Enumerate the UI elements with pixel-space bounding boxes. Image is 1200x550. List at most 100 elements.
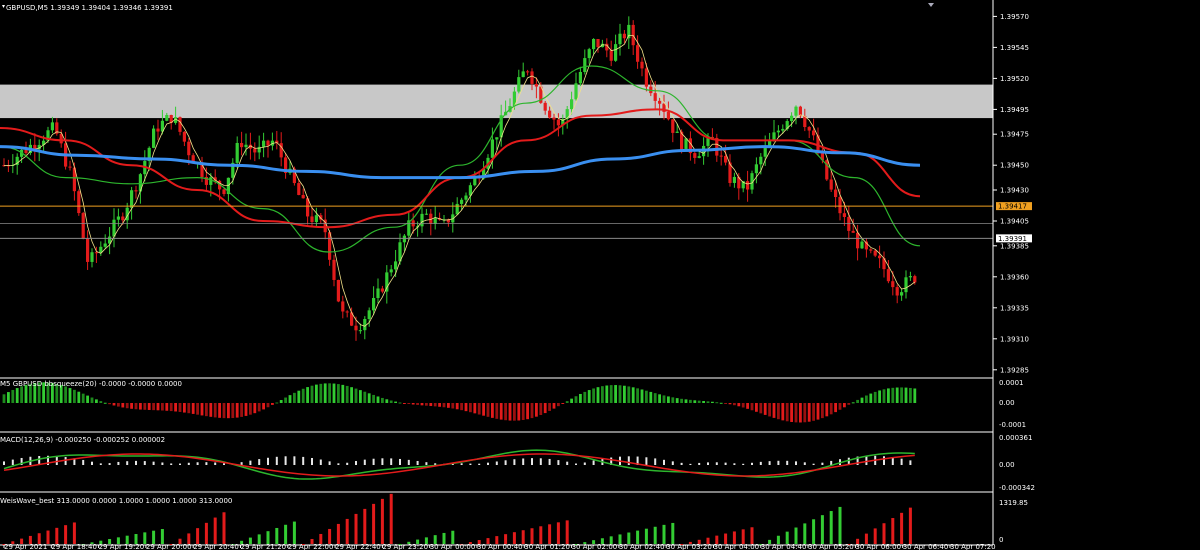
candle-body xyxy=(231,162,235,178)
shift-marker-icon[interactable] xyxy=(928,3,934,7)
squeeze-bar xyxy=(293,392,296,403)
macd-hist-bar xyxy=(645,457,648,465)
squeeze-bar xyxy=(618,385,622,403)
squeeze-bar xyxy=(152,403,155,411)
macd-hist-bar xyxy=(689,463,692,465)
candle-body xyxy=(341,301,345,312)
squeeze-bar xyxy=(363,391,367,403)
macd-panel[interactable] xyxy=(3,449,915,480)
candle-body xyxy=(398,242,402,262)
macd-hist-bar xyxy=(99,463,102,465)
squeeze-bar xyxy=(117,403,120,407)
macd-hist-bar xyxy=(715,462,718,465)
candle-body xyxy=(600,43,604,48)
chart-frame xyxy=(0,0,994,546)
weis-bar xyxy=(213,517,217,544)
macd-hist-bar xyxy=(284,456,287,465)
weis-bar xyxy=(724,533,728,544)
squeeze-bar xyxy=(904,387,908,403)
squeeze-bar xyxy=(526,403,529,420)
candle-body xyxy=(218,180,222,190)
time-tick-label: 29 Apr 19:20 xyxy=(99,543,145,550)
weis-bar xyxy=(55,527,59,544)
squeeze-bar xyxy=(746,403,749,409)
macd-hist-bar xyxy=(434,463,437,465)
squeeze-bar xyxy=(68,388,72,403)
time-tick-label: 29 Apr 18:40 xyxy=(51,543,97,550)
squeeze-panel[interactable] xyxy=(2,382,917,423)
weis-bar xyxy=(310,538,314,544)
weis-bar xyxy=(125,535,129,544)
time-tick-label: 30 Apr 03:20 xyxy=(666,543,712,550)
macd-hist-bar xyxy=(671,461,674,465)
candle-body xyxy=(746,181,750,190)
candle-body xyxy=(754,164,758,174)
candle-body xyxy=(561,118,565,126)
squeeze-bar xyxy=(895,387,899,403)
candle-body xyxy=(156,128,160,132)
squeeze-bar xyxy=(275,402,279,404)
squeeze-bar xyxy=(403,403,406,404)
candle-body xyxy=(803,116,807,128)
squeeze-bar xyxy=(605,385,609,403)
weis-bar xyxy=(380,498,384,544)
squeeze-bar xyxy=(825,403,829,417)
candle-body xyxy=(222,189,226,195)
squeeze-bar xyxy=(785,403,789,422)
collapse-icon[interactable] xyxy=(2,5,5,8)
weis-bar xyxy=(776,535,780,544)
weis-tick-label: 0 xyxy=(999,536,1003,544)
candle-body xyxy=(609,50,613,61)
macd-hist-bar xyxy=(196,462,199,465)
squeeze-bar xyxy=(499,403,503,420)
squeeze-bar xyxy=(653,393,657,403)
squeeze-bar xyxy=(609,385,613,403)
macd-hist-bar xyxy=(513,459,516,465)
squeeze-bar xyxy=(878,390,881,403)
candle-body xyxy=(284,157,288,173)
squeeze-bar xyxy=(42,382,45,403)
squeeze-bar xyxy=(733,403,736,406)
candle-body xyxy=(125,207,129,221)
candle-body xyxy=(644,68,648,87)
squeeze-bar xyxy=(486,403,490,417)
macd-hist-bar xyxy=(759,461,762,465)
macd-hist-bar xyxy=(733,463,736,465)
squeeze-bar xyxy=(719,402,723,404)
squeeze-bar xyxy=(865,395,868,403)
weis-bar xyxy=(539,526,543,544)
weis-panel[interactable] xyxy=(2,493,912,545)
candle-body xyxy=(46,130,50,141)
squeeze-bar xyxy=(301,388,305,403)
macd-hist-bar xyxy=(302,456,305,465)
squeeze-bar xyxy=(860,397,864,403)
macd-hist-bar xyxy=(531,458,533,465)
time-tick-label: 30 Apr 06:40 xyxy=(903,543,949,550)
weis-bar xyxy=(477,540,481,544)
macd-hist-bar xyxy=(847,457,850,465)
weis-bar xyxy=(20,538,24,544)
squeeze-bar xyxy=(350,387,353,403)
candle-body xyxy=(618,33,622,45)
candle-body xyxy=(583,58,587,72)
candle-body xyxy=(860,241,864,249)
candle-body xyxy=(266,140,270,146)
price-tick-label: 1.39385 xyxy=(1000,242,1029,250)
squeeze-bar xyxy=(821,403,824,419)
weis-bar xyxy=(653,526,657,544)
squeeze-bar xyxy=(24,384,28,403)
squeeze-bar xyxy=(755,403,758,412)
candle-body xyxy=(213,177,217,181)
candle-body xyxy=(908,276,912,278)
squeeze-bar xyxy=(271,403,274,405)
squeeze-bar xyxy=(77,391,81,403)
price-panel[interactable] xyxy=(0,16,993,341)
macd-hist-bar xyxy=(557,460,560,465)
candle-body xyxy=(530,71,534,84)
macd-hist-bar xyxy=(742,463,745,465)
weis-bar xyxy=(64,525,68,544)
weis-bar xyxy=(732,531,736,544)
macd-hist-bar xyxy=(311,457,313,465)
candle-body xyxy=(895,287,899,296)
